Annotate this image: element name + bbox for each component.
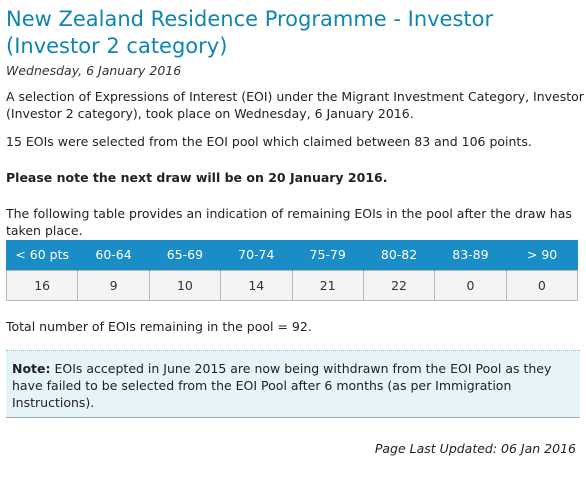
total-remaining: Total number of EOIs remaining in the po… xyxy=(6,319,312,334)
column-header: 75-79 xyxy=(291,240,364,270)
selection-paragraph: 15 EOIs were selected from the EOI pool … xyxy=(6,134,532,149)
note-box: Note: EOIs accepted in June 2015 are now… xyxy=(6,350,580,418)
note-text: EOIs accepted in June 2015 are now being… xyxy=(12,361,552,410)
next-draw-notice: Please note the next draw will be on 20 … xyxy=(6,170,388,185)
note-label: Note: xyxy=(12,361,51,376)
table-cell: 16 xyxy=(5,269,79,301)
intro-paragraph: A selection of Expressions of Interest (… xyxy=(6,89,584,121)
column-header: 80-82 xyxy=(362,240,435,270)
table-intro-paragraph: The following table provides an indicati… xyxy=(6,206,572,238)
table-cell: 21 xyxy=(291,269,364,301)
table-header-row: < 60 pts 60-64 65-69 70-74 75-79 80-82 8… xyxy=(5,240,578,270)
publish-date: Wednesday, 6 January 2016 xyxy=(6,63,182,78)
page-title: New Zealand Residence Programme - Invest… xyxy=(6,7,494,58)
column-header: 65-69 xyxy=(148,240,221,270)
eoi-points-table: < 60 pts 60-64 65-69 70-74 75-79 80-82 8… xyxy=(5,240,579,301)
table-cell: 0 xyxy=(505,269,579,301)
table-cell: 14 xyxy=(220,269,293,301)
column-header: 70-74 xyxy=(220,240,292,270)
table-cell: 10 xyxy=(148,269,222,301)
table-cell: 22 xyxy=(362,269,436,301)
table-cell: 9 xyxy=(77,269,150,301)
table-row: 16 9 10 14 21 22 0 0 xyxy=(5,269,579,301)
column-header: < 60 pts xyxy=(5,240,78,270)
column-header: > 90 xyxy=(505,240,578,270)
page-last-updated: Page Last Updated: 06 Jan 2016 xyxy=(374,441,576,456)
table-cell: 0 xyxy=(434,269,507,301)
column-header: 60-64 xyxy=(77,240,150,270)
column-header: 83-89 xyxy=(434,240,507,270)
